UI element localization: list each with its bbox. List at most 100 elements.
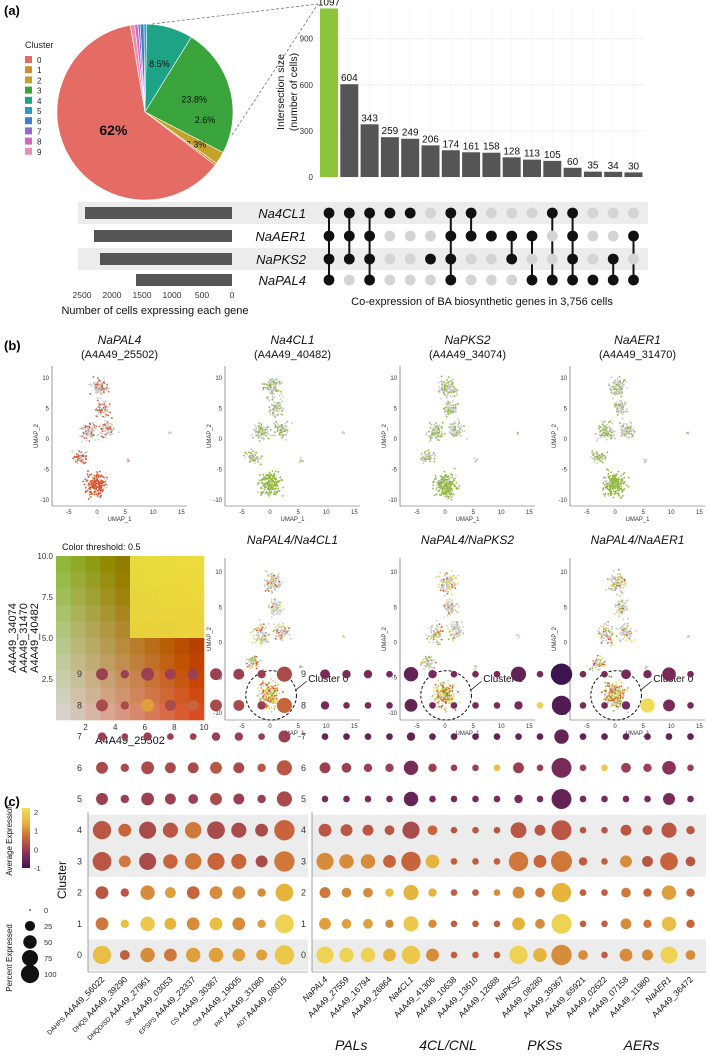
expression-dot [233, 699, 245, 711]
x-axis-label: UMAP_1 [625, 517, 650, 523]
x-axis-label: UMAP_1 [280, 731, 305, 737]
intersection-dot [546, 230, 558, 242]
expression-dot [601, 764, 608, 772]
heatmap-cell [100, 687, 116, 704]
pie-slice-0 [56, 24, 216, 201]
cluster-0-outline [590, 670, 642, 721]
intersection-dot [384, 207, 396, 219]
umap-panel-title: NaPKS2 [444, 333, 490, 347]
intersection-dot [323, 230, 335, 242]
y-tick-label: 10 [560, 376, 567, 382]
expression-dot [493, 889, 501, 896]
set-size-bar-chart: 2500 2000 1500 1000 500 0 Number of cells expr… [61, 207, 249, 317]
intersection-bar [421, 145, 440, 177]
umap-panel-subtitle: (A4A49_31470) [599, 349, 676, 361]
expression-dot [533, 948, 547, 962]
expression-dot [184, 853, 202, 870]
x-tick-label: 0 [613, 724, 617, 730]
intersection-dot [404, 274, 416, 286]
legend-label: 1 [37, 66, 42, 75]
gene-group-label: AERs [623, 1037, 660, 1053]
expression-dot [661, 822, 677, 838]
cluster-tick-label: 4 [301, 825, 306, 835]
heatmap-cell [70, 638, 86, 655]
annotation-leader-line [295, 680, 307, 691]
pie-slice-label: 2.3% [186, 139, 207, 149]
expression-dot [363, 918, 373, 929]
heatmap-cell [56, 605, 72, 622]
intersection-dot [567, 207, 578, 219]
cluster-tick-label: 4 [77, 825, 82, 835]
y-tick-label: 600 [300, 81, 314, 90]
legend-label: 0 [37, 56, 42, 65]
x-tick-label: 2 [83, 723, 88, 732]
expression-dot [579, 920, 587, 928]
expression-dot [92, 821, 112, 840]
expression-dot [601, 670, 608, 678]
heatmap-cell [56, 670, 72, 688]
heatmap-cell [70, 654, 86, 672]
expression-dot [402, 821, 420, 839]
expression-dot [621, 701, 631, 710]
x-tick-label: -5 [584, 510, 590, 516]
heatmap-cell [100, 556, 116, 573]
expression-dot [619, 948, 633, 962]
heatmap-cell [174, 703, 190, 721]
x-tick-label: 2000 [103, 290, 122, 300]
heatmap-cell [70, 588, 86, 606]
intersection-dot [384, 274, 396, 286]
intersection-dot [628, 207, 639, 219]
expression-dot [209, 886, 223, 899]
y-tick-label: 0 [309, 173, 314, 182]
intersection-dot [526, 253, 538, 265]
expression-dot [472, 764, 479, 772]
expression-dot [186, 917, 200, 931]
bar-value-label: 60 [567, 157, 579, 168]
expression-dot [231, 853, 247, 869]
intersection-dot [486, 207, 497, 219]
heatmap-cell [85, 588, 101, 606]
expression-dot [233, 793, 245, 805]
heatmap-title: Color threshold: 0.5 [62, 542, 141, 552]
intersection-dot [445, 253, 457, 265]
legend-label: 7 [37, 127, 42, 136]
expression-dot [364, 795, 372, 803]
intersection-dot [323, 207, 335, 219]
umap-panels: -5 0 5 10 15 -10 -5 0 5 10 UMAP_1 UMAP_2 NaPAL4 (A4A4… [34, 333, 705, 737]
size-legend-dot [23, 935, 37, 949]
intersection-dot [425, 274, 436, 286]
expression-dot [512, 886, 525, 899]
intersection-dot [343, 207, 355, 219]
expression-dot [513, 762, 524, 774]
x-axis-label: UMAP_1 [455, 517, 480, 523]
expression-dot [120, 670, 129, 679]
color-legend-tick: 2 [34, 808, 38, 817]
expression-dot [554, 729, 569, 744]
intersection-dot [425, 207, 436, 219]
panel-label-c: (c) [4, 794, 20, 809]
matrix-caption: Co-expression of BA biosynthetic genes i… [351, 296, 613, 308]
heatmap-cell [85, 638, 101, 655]
y-tick-label: 5 [564, 407, 568, 413]
cluster-annotation: Cluster 0 [483, 674, 523, 685]
heatmap-cell [159, 638, 175, 655]
intersection-dot [546, 274, 558, 286]
intersection-dot [628, 253, 639, 265]
umap-panel: -5 0 5 10 15 -10 -5 0 5 10 UMAP_1 UMAP_2 NaPAL4 (A4A4… [34, 333, 187, 523]
size-legend-dot [24, 920, 36, 932]
expression-dot [493, 795, 501, 803]
y-tick-label: 0 [394, 641, 398, 647]
size-legend-tick: 100 [44, 970, 57, 979]
heatmap-cell [85, 605, 101, 622]
color-legend-tick: 0 [34, 845, 38, 854]
heatmap-cell [159, 687, 175, 704]
y-tick-label: 5 [394, 605, 398, 611]
expression-dot [342, 670, 351, 679]
intersection-dot [567, 230, 578, 242]
x-tick-label: 10 [150, 510, 157, 516]
expression-dot [276, 791, 292, 807]
expression-dot [140, 885, 155, 900]
heatmap-cell [130, 638, 146, 655]
expression-dot [493, 702, 501, 709]
heatmap-cell [130, 621, 146, 639]
